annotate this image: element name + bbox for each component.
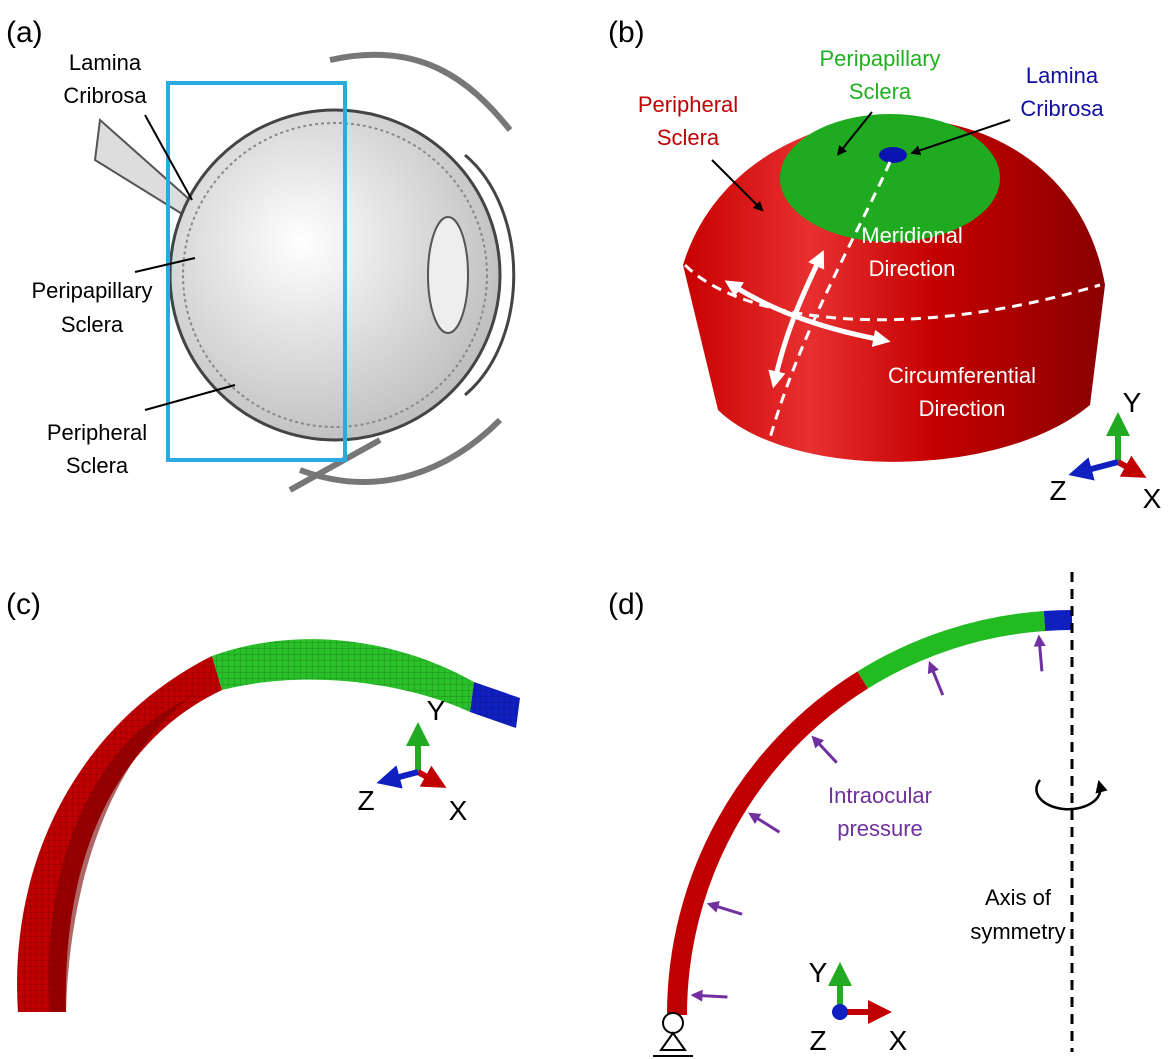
annotation: Axis of (985, 885, 1052, 910)
axis-label: X (449, 795, 468, 826)
axis-label: X (889, 1025, 908, 1056)
annotation: Intraocular (828, 783, 932, 808)
pressure-arrow (712, 905, 742, 914)
panel-b: (b) Peripheral Sclera Peripapillary Scle… (608, 16, 1162, 514)
pressure-arrow (697, 995, 728, 997)
annotation: Direction (919, 396, 1006, 421)
axis-triad: Y X Z (809, 957, 908, 1056)
annotation: Cribrosa (63, 83, 147, 108)
panel-label: (a) (6, 16, 43, 49)
annotation: Peripapillary (819, 46, 940, 71)
axis-label: Z (357, 785, 374, 816)
panel-c: (c) Y X Z (6, 588, 520, 1012)
axis-label: Z (809, 1025, 826, 1056)
peripheral-sclera (677, 680, 863, 1015)
lens (428, 217, 468, 333)
figure: (a) Lamina Cribrosa Peripapillary Sclera… (0, 0, 1168, 1059)
mesh-lines (470, 682, 520, 728)
support (661, 1033, 685, 1050)
pressure-arrow (931, 666, 943, 695)
annotation: Sclera (61, 312, 124, 337)
panel-a: (a) Lamina Cribrosa Peripapillary Sclera… (6, 16, 514, 490)
leader (145, 385, 235, 410)
panel-label: (c) (6, 588, 41, 621)
annotation: pressure (837, 816, 923, 841)
annotation: Sclera (657, 125, 720, 150)
annotation: Cribrosa (1020, 96, 1104, 121)
axis-arrow (418, 772, 436, 782)
lamina-cribrosa (1044, 620, 1072, 621)
pressure-arrow (1039, 640, 1042, 671)
pressure-arrow (753, 816, 779, 832)
annotation: Meridional (861, 223, 963, 248)
annotation: Direction (869, 256, 956, 281)
axis-label: Y (809, 957, 828, 988)
axis-label: Y (427, 695, 446, 726)
panel-label: (b) (608, 16, 645, 49)
panel-label: (d) (608, 588, 645, 621)
annotation: Lamina (69, 50, 142, 75)
pressure-arrow (816, 740, 837, 763)
mesh-lines (17, 656, 222, 1012)
axis-dot (832, 1004, 848, 1020)
annotation: Sclera (849, 79, 912, 104)
axis-triad: Y X Z (357, 695, 467, 826)
annotation: Peripheral (47, 420, 147, 445)
annotation: Peripheral (638, 92, 738, 117)
rotation-arrow (1036, 780, 1100, 809)
axis-label: Z (1049, 475, 1066, 506)
annotation: Sclera (66, 453, 129, 478)
axis-label: X (1143, 483, 1162, 514)
annotation: symmetry (970, 919, 1065, 944)
axis-label: Y (1123, 387, 1142, 418)
panel-d: (d) Intraocular pressure Axis of symmetr… (608, 572, 1100, 1056)
axis-arrow (388, 772, 418, 780)
peripapillary-sclera (863, 621, 1045, 680)
annotation: Lamina (1026, 63, 1099, 88)
lamina-region (879, 147, 907, 163)
annotation: Circumferential (888, 363, 1036, 388)
annotation: Peripapillary (31, 278, 152, 303)
axis-arrow (1080, 462, 1118, 472)
axis-arrow (1118, 462, 1136, 472)
support (663, 1013, 683, 1033)
